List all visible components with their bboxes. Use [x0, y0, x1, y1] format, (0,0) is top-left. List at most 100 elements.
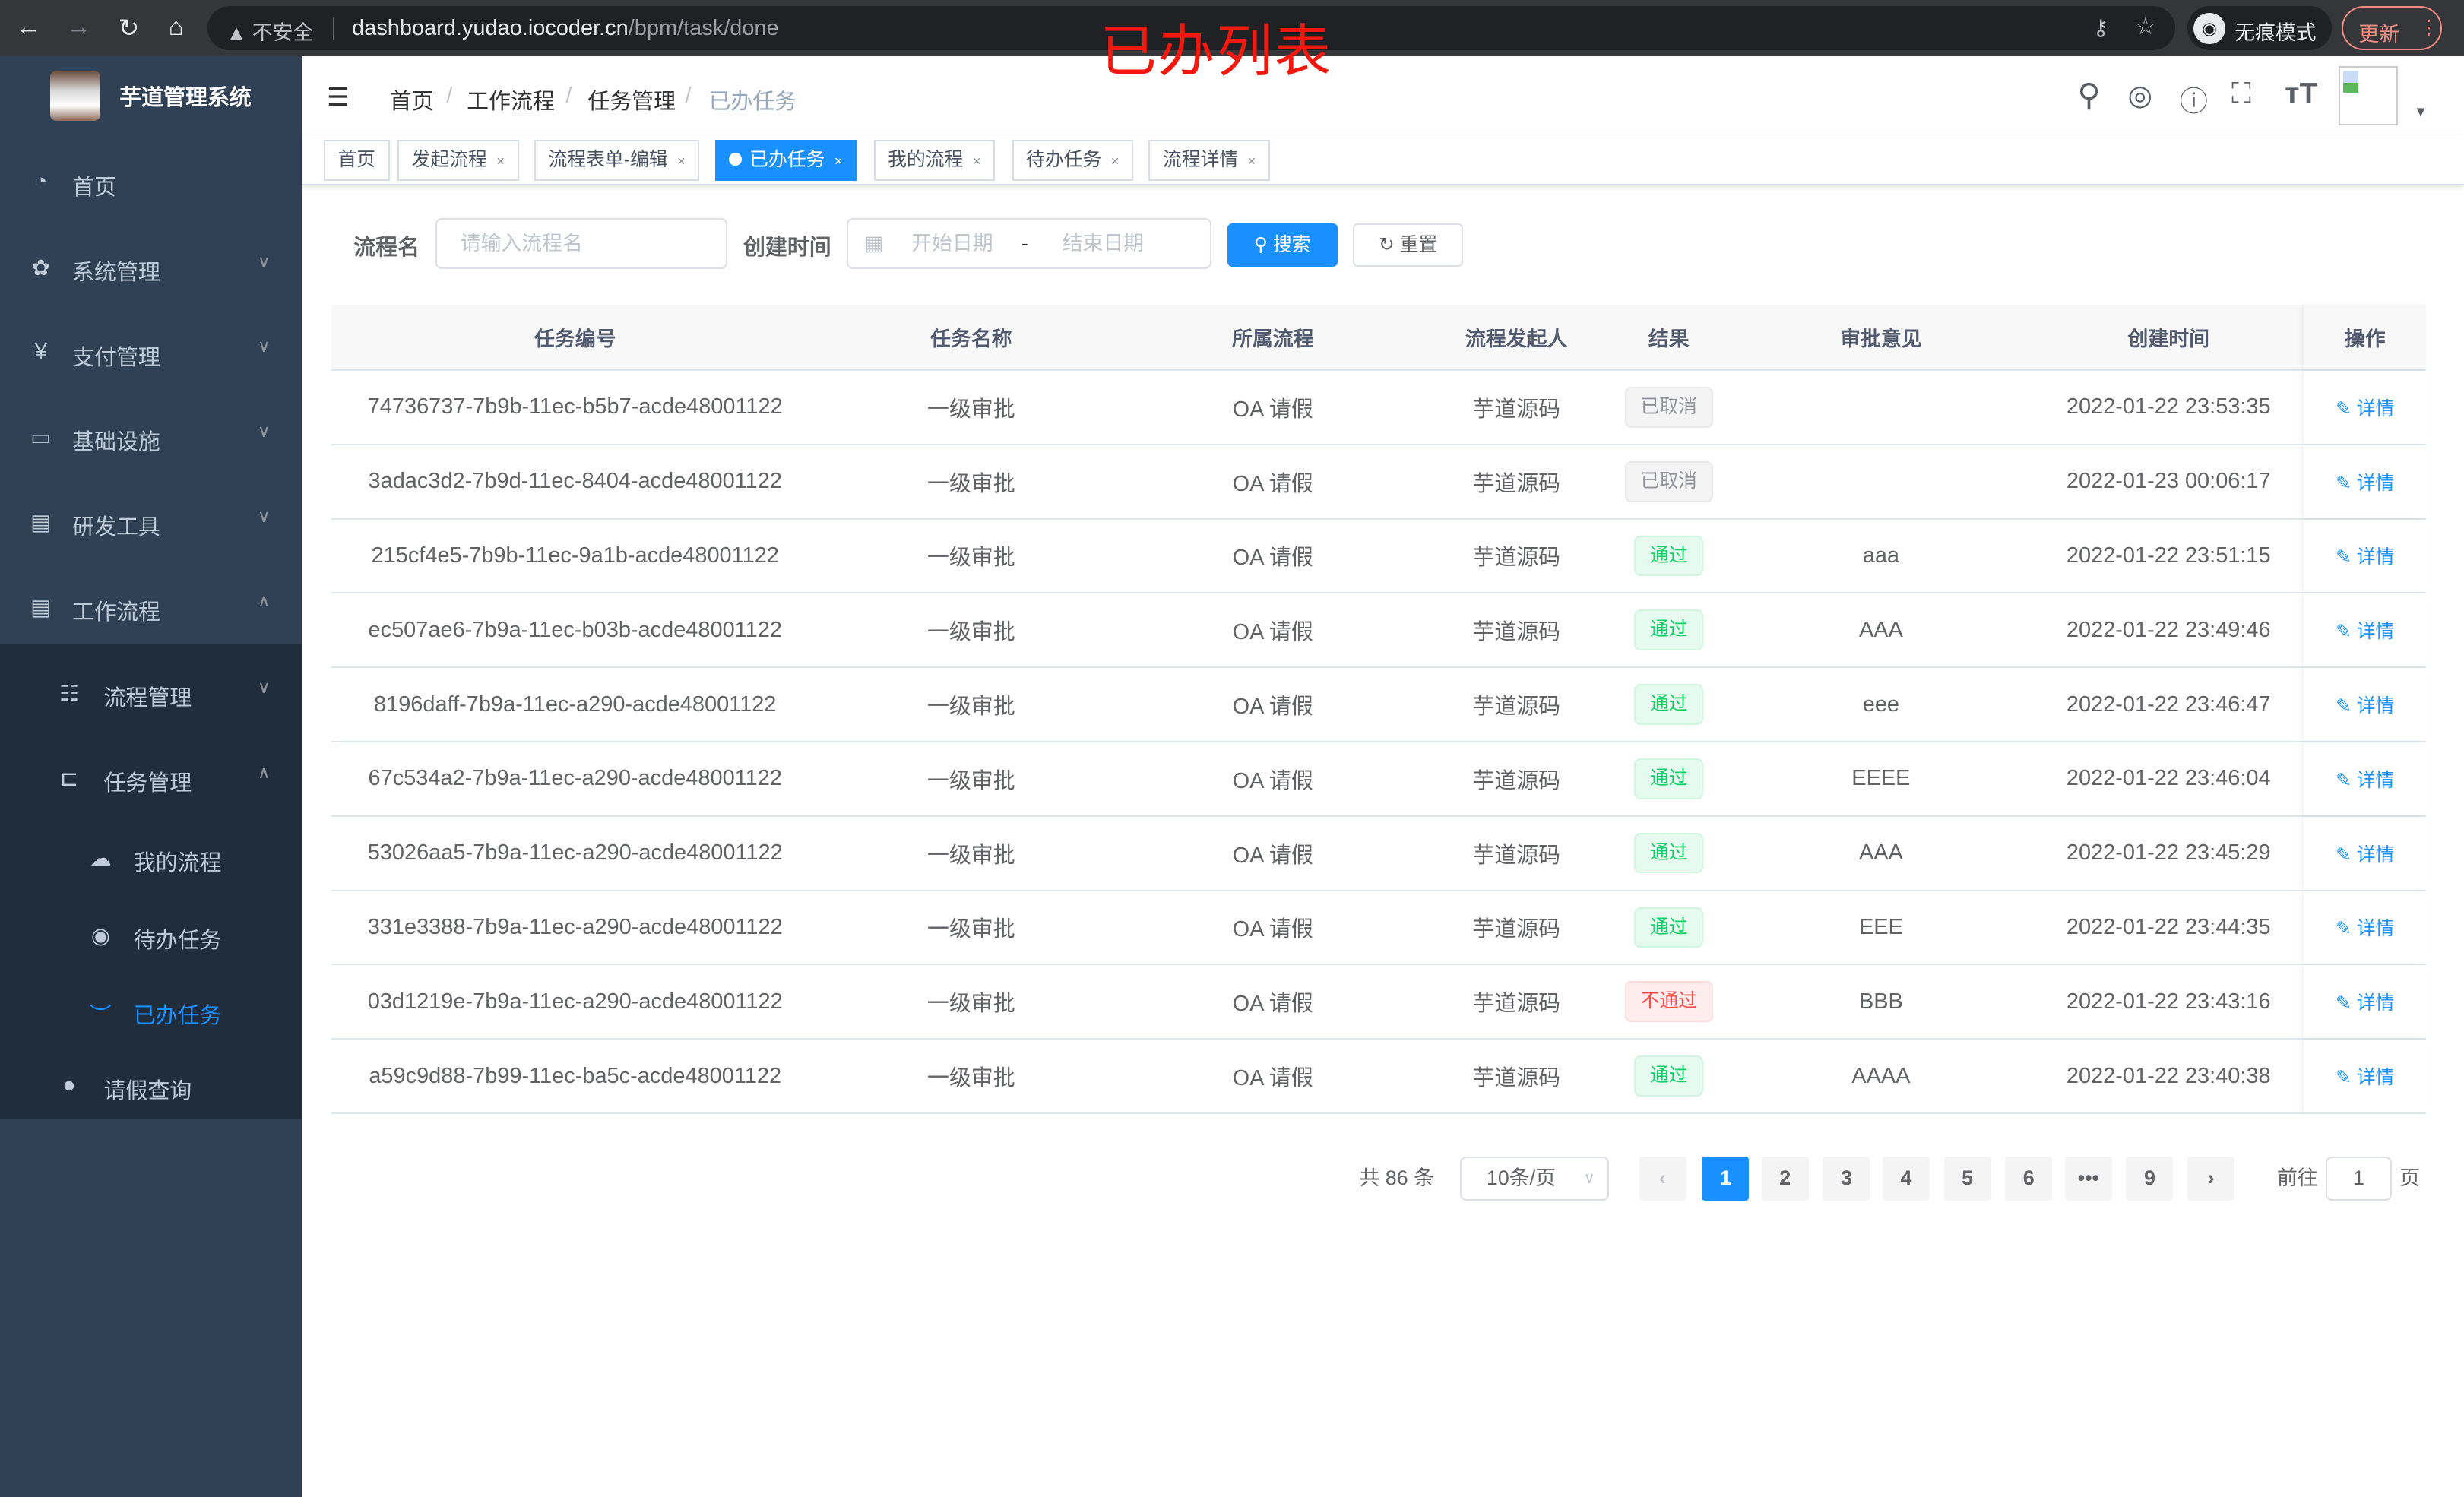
hamburger-icon[interactable]: ☰ — [327, 83, 350, 112]
task-id-cell: a59c9d88-7b99-11ec-ba5c-acde48001122 — [369, 1063, 782, 1088]
detail-button[interactable]: ✎ 详情 — [2336, 616, 2394, 644]
detail-button[interactable]: ✎ 详情 — [2336, 468, 2394, 495]
github-icon[interactable]: ◎ — [2127, 79, 2152, 112]
chevron-down-icon: ∨ — [257, 336, 271, 356]
divider — [333, 17, 335, 40]
page-size-select[interactable]: 10条/页 ∨ — [1459, 1156, 1610, 1201]
security-warning[interactable]: ▲ 不安全 — [226, 21, 314, 44]
sidebar-item-label: 首页 — [72, 176, 116, 201]
task-name-cell: 一级审批 — [926, 695, 1015, 720]
reload-icon[interactable]: ↻ — [118, 14, 140, 43]
sidebar-item[interactable]: ◔ 首页 — [0, 141, 302, 226]
home-icon[interactable]: ⌂ — [168, 12, 184, 41]
avatar[interactable] — [2338, 65, 2399, 126]
update-button[interactable]: 更新 ⋮ — [2341, 6, 2443, 51]
process-name-input[interactable]: 请输入流程名 — [435, 218, 728, 269]
tag-item[interactable]: 流程表单-编辑 × — [534, 140, 700, 181]
incognito-label: 无痕模式 — [2234, 21, 2317, 44]
create-time-cell: 2022-01-22 23:51:15 — [2066, 543, 2271, 568]
close-icon[interactable]: × — [496, 153, 505, 169]
more-menu-icon[interactable]: ⋮ — [2418, 15, 2439, 39]
caret-down-icon[interactable]: ▼ — [2413, 103, 2428, 120]
search-icon[interactable]: ⚲ — [2077, 78, 2101, 113]
tag-item[interactable]: 待办任务 × — [1012, 140, 1134, 181]
detail-label: 详情 — [2356, 473, 2395, 494]
detail-button[interactable]: ✎ 详情 — [2336, 394, 2394, 421]
detail-button[interactable]: ✎ 详情 — [2336, 691, 2394, 718]
more-pages-button[interactable]: ••• — [2064, 1156, 2112, 1201]
sidebar-item[interactable]: ︶ 已办任务 — [0, 970, 302, 1055]
help-icon[interactable]: ⓘ — [2179, 85, 2208, 118]
detail-button[interactable]: ✎ 详情 — [2336, 840, 2394, 867]
star-icon[interactable]: ☆ — [2134, 12, 2156, 40]
task-name-cell: 一级审批 — [926, 397, 1015, 422]
task-id-cell: 3adac3d2-7b9d-11ec-8404-acde48001122 — [368, 469, 782, 494]
detail-button[interactable]: ✎ 详情 — [2336, 765, 2394, 793]
close-icon[interactable]: × — [972, 153, 981, 169]
tag-item[interactable]: 我的流程 × — [873, 140, 996, 181]
close-icon[interactable]: × — [834, 153, 843, 169]
prev-page-button[interactable]: ‹ — [1639, 1156, 1686, 1201]
date-range-picker[interactable]: ▦ 开始日期 - 结束日期 — [847, 218, 1212, 269]
tag-item[interactable]: 已办任务 × — [714, 140, 857, 181]
detail-button[interactable]: ✎ 详情 — [2336, 913, 2394, 941]
detail-button[interactable]: ✎ 详情 — [2336, 988, 2394, 1015]
sidebar-item[interactable]: ¥ 支付管理 ∨ — [0, 311, 302, 396]
close-icon[interactable]: × — [1110, 153, 1120, 169]
detail-button[interactable]: ✎ 详情 — [2336, 1062, 2394, 1090]
search-button[interactable]: ⚲ 搜索 — [1227, 223, 1338, 267]
sidebar-item[interactable]: ✿ 系统管理 ∨ — [0, 226, 302, 312]
tag-item[interactable]: 流程详情 × — [1148, 140, 1270, 181]
end-date-input[interactable]: 结束日期 — [1062, 232, 1145, 255]
table-row: 67c534a2-7b9a-11ec-a290-acde48001122 一级审批… — [331, 742, 2427, 817]
breadcrumb-home[interactable]: 首页 — [389, 89, 434, 114]
key-icon[interactable]: ⚷ — [2092, 15, 2109, 40]
sidebar-item[interactable]: ▭ 基础设施 ∨ — [0, 396, 302, 481]
goto-page-input[interactable]: 1 — [2326, 1156, 2392, 1201]
edit-icon: ✎ — [2336, 919, 2357, 940]
starter-cell: 芋道源码 — [1472, 768, 1561, 793]
sidebar-item[interactable]: ⊏ 任务管理 ∧ — [0, 737, 302, 822]
incognito-badge[interactable]: ◉ 无痕模式 — [2187, 6, 2333, 51]
actions-cell: ✎ 详情 — [2304, 593, 2427, 667]
tag-item[interactable]: 发起流程 × — [397, 140, 519, 181]
close-icon[interactable]: × — [676, 153, 686, 169]
sidebar-item[interactable]: ▤ 工作流程 ∧ — [0, 565, 302, 650]
reset-button[interactable]: ↻ 重置 — [1353, 223, 1463, 267]
task-id-cell: 03d1219e-7b9a-11ec-a290-acde48001122 — [367, 989, 783, 1014]
sidebar-item[interactable]: ▤ 研发工具 ∨ — [0, 481, 302, 566]
address-bar[interactable]: ▲ 不安全 dashboard.yudao.iocoder.cn/bpm/tas… — [207, 6, 2175, 51]
page-button[interactable]: 2 — [1761, 1156, 1809, 1201]
chevron-down-icon: ∨ — [1583, 1169, 1595, 1187]
sidebar-item[interactable]: ◉ 待办任务 — [0, 894, 302, 979]
process-name-cell: OA 请假 — [1232, 546, 1313, 571]
close-icon[interactable]: × — [1247, 153, 1256, 169]
goto-suffix: 页 — [2399, 1166, 2421, 1189]
starter-cell: 芋道源码 — [1472, 471, 1561, 496]
task-name-cell: 一级审批 — [926, 546, 1015, 571]
page-button[interactable]: 1 — [1702, 1156, 1750, 1201]
sidebar-item[interactable]: ☁ 我的流程 — [0, 817, 302, 902]
process-name-cell: OA 请假 — [1232, 620, 1313, 645]
tag-item[interactable]: 首页 — [323, 140, 390, 181]
sidebar-item[interactable]: ☷ 流程管理 ∨ — [0, 652, 302, 737]
table-row: a59c9d88-7b99-11ec-ba5c-acde48001122 一级审批… — [331, 1040, 2427, 1114]
task-id-cell: 67c534a2-7b9a-11ec-a290-acde48001122 — [368, 766, 782, 791]
page-button[interactable]: 4 — [1882, 1156, 1930, 1201]
font-size-icon[interactable]: ᴛT — [2285, 77, 2318, 111]
page-button[interactable]: 6 — [2005, 1156, 2053, 1201]
detail-label: 详情 — [2356, 398, 2395, 419]
forward-icon[interactable]: → — [65, 12, 91, 41]
fullscreen-icon[interactable]: ⛶ — [2231, 77, 2252, 109]
back-icon[interactable]: ← — [15, 12, 41, 41]
page-button[interactable]: 5 — [1943, 1156, 1991, 1201]
start-date-input[interactable]: 开始日期 — [911, 232, 993, 255]
result-cell: 不通过 — [1609, 965, 1728, 1038]
page-button[interactable]: 9 — [2126, 1156, 2174, 1201]
page-button[interactable]: 3 — [1823, 1156, 1870, 1201]
detail-button[interactable]: ✎ 详情 — [2336, 542, 2394, 569]
url-text[interactable]: dashboard.yudao.iocoder.cn/bpm/task/done — [352, 16, 778, 41]
total-count: 共 86 条 — [1359, 1166, 1434, 1189]
sidebar-item[interactable]: ● 请假查询 — [0, 1045, 302, 1130]
next-page-button[interactable]: › — [2187, 1156, 2235, 1201]
